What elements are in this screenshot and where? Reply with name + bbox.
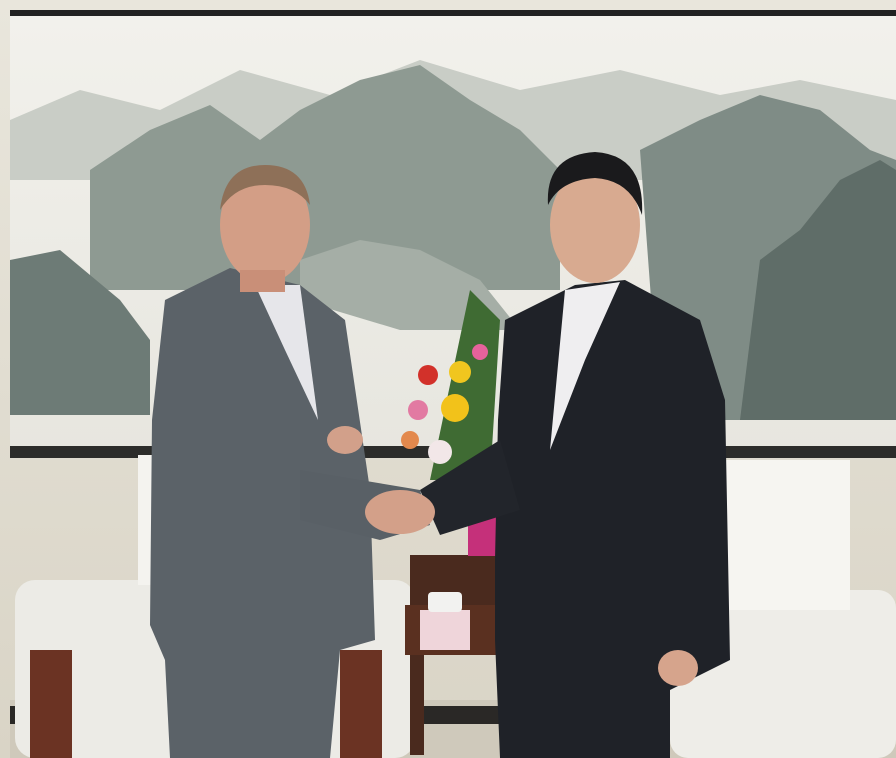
gray-suit xyxy=(150,268,375,758)
flower xyxy=(428,440,452,464)
man-right xyxy=(365,152,730,758)
flower xyxy=(472,344,488,360)
table-leg xyxy=(410,655,424,755)
man-left xyxy=(150,165,430,758)
leaves xyxy=(430,290,500,480)
handshake xyxy=(365,490,435,534)
left-chair-arm-wood-2 xyxy=(340,650,382,758)
flower xyxy=(401,431,419,449)
white-shirt-right xyxy=(550,282,620,450)
hair-right xyxy=(547,152,643,215)
ceiling-edge xyxy=(10,10,896,16)
flowers xyxy=(401,290,500,480)
mid-hills xyxy=(300,240,520,330)
hand-left xyxy=(327,426,363,454)
right-cliffs xyxy=(740,160,896,420)
central-mountains xyxy=(90,65,560,290)
face-left xyxy=(220,167,310,283)
left-chair-arm-wood xyxy=(30,650,72,758)
hair-left xyxy=(220,165,310,210)
flower xyxy=(449,361,471,383)
flower xyxy=(408,400,428,420)
left-cliffs xyxy=(10,250,150,415)
flower xyxy=(418,365,438,385)
cup xyxy=(428,592,462,612)
side-table xyxy=(405,512,505,755)
face-right xyxy=(550,167,640,283)
white-shirt xyxy=(255,285,318,420)
right-chair-cover xyxy=(725,460,850,610)
name-card xyxy=(420,610,470,650)
black-sleeve xyxy=(420,440,520,535)
hand-right xyxy=(658,650,698,686)
black-suit xyxy=(495,280,730,758)
neck-left xyxy=(240,270,285,292)
flower xyxy=(441,394,469,422)
painting xyxy=(10,16,896,458)
